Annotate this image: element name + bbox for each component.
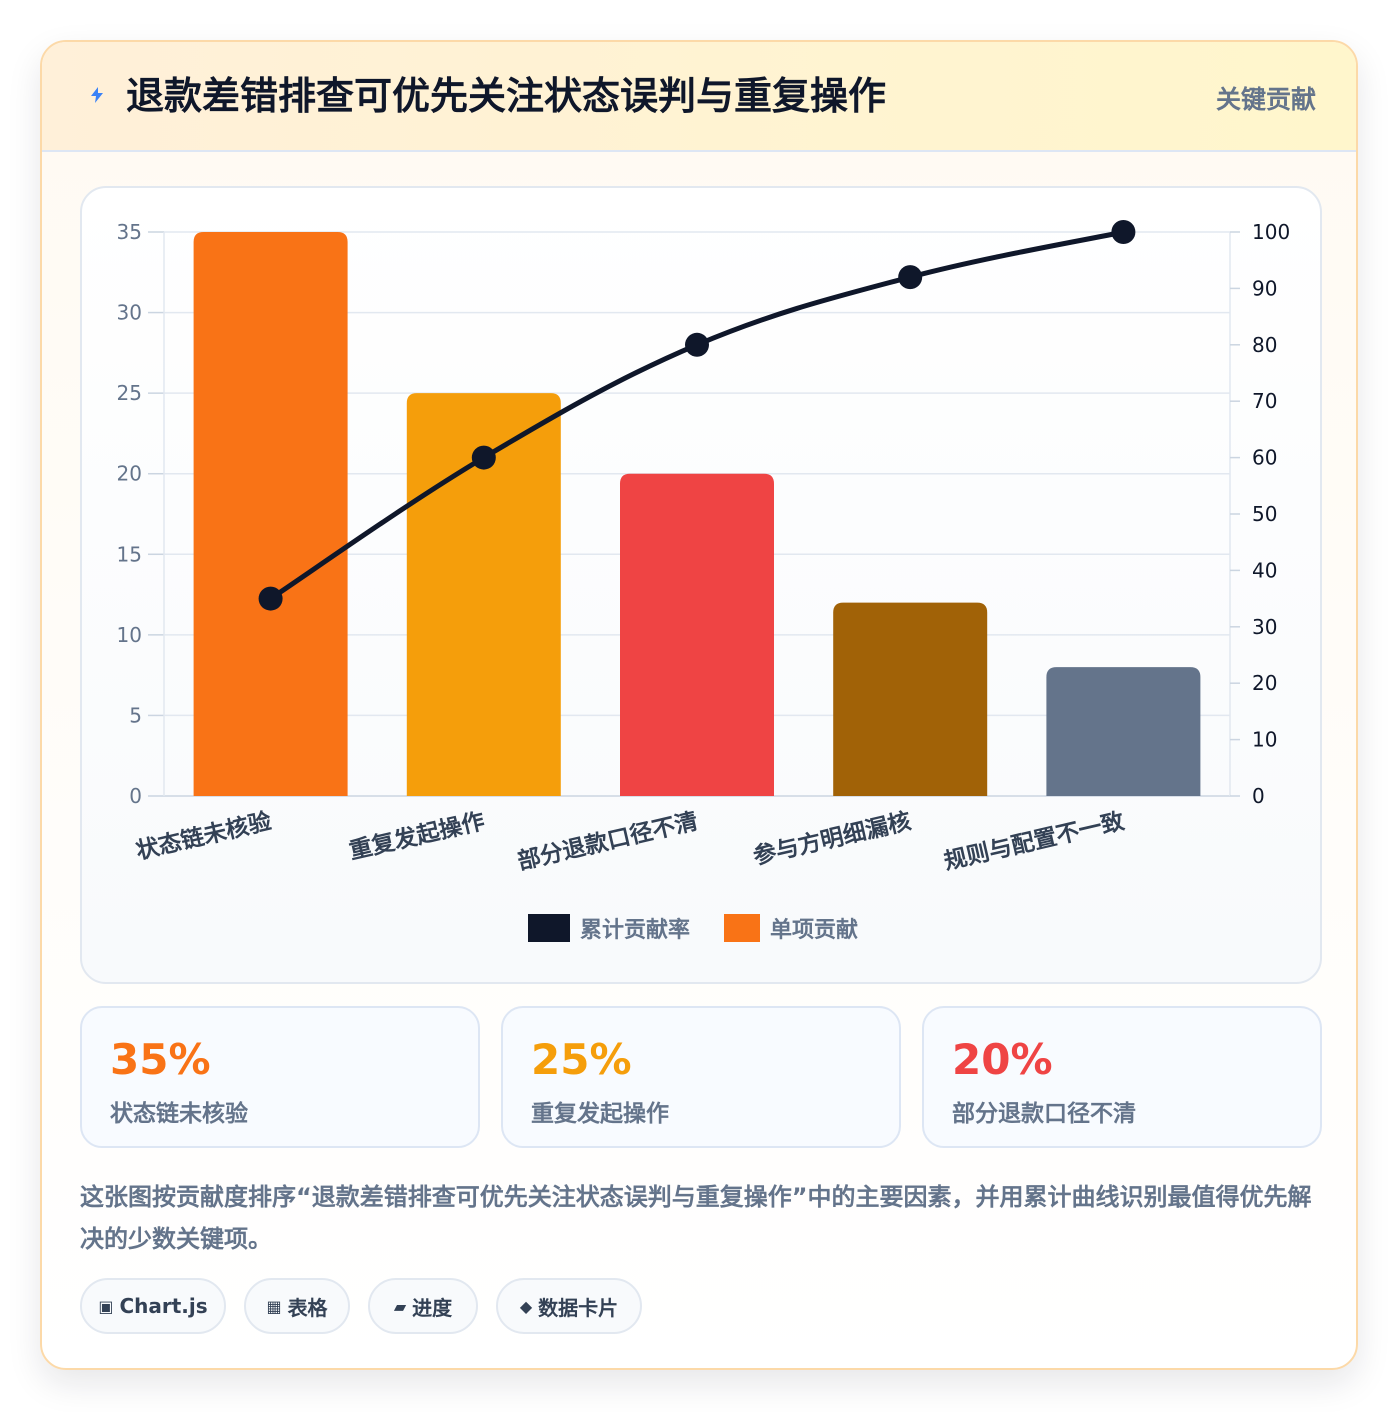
pareto-chart: 0 5 10 15 20 25 30 35 0 10 20 30 40 50 60 70 80 90 100 状态链未… — [117, 220, 1290, 943]
chip-icon: ▣ — [98, 1296, 114, 1316]
stat-cards: 35% 状态链未核验 25% 重复发起操作 20% 部分退款口径不清 — [80, 1006, 1322, 1148]
stat-label: 重复发起操作 — [531, 1101, 669, 1127]
right-tick-label: 50 — [1252, 502, 1277, 526]
chart-panel: 0 5 10 15 20 25 30 35 0 10 20 30 40 50 60 70 80 90 100 状态链未… — [80, 186, 1322, 984]
stat-card: 20% 部分退款口径不清 — [922, 1006, 1322, 1148]
left-tick-label: 5 — [129, 703, 142, 727]
tag-progress[interactable]: ▰ 进度 — [368, 1278, 478, 1334]
right-tick-label: 30 — [1252, 615, 1277, 639]
stat-value: 20% — [952, 1035, 1053, 1084]
lightning-icon — [84, 82, 110, 108]
left-tick-label: 20 — [117, 462, 142, 486]
stat-label: 状态链未核验 — [110, 1101, 248, 1127]
right-tick-label: 70 — [1252, 389, 1277, 413]
cumulative-point — [898, 265, 923, 290]
table-icon: ▦ — [266, 1296, 282, 1316]
tag-table[interactable]: ▦ 表格 — [244, 1278, 350, 1334]
progress-icon: ▰ — [393, 1296, 407, 1316]
left-tick-label: 25 — [117, 381, 142, 405]
right-tick-label: 100 — [1252, 220, 1290, 244]
cumulative-point — [685, 332, 709, 357]
right-tick-label: 10 — [1252, 728, 1277, 752]
right-tick-label: 80 — [1252, 333, 1277, 357]
cumulative-point — [1111, 220, 1136, 244]
legend-swatch — [724, 914, 760, 942]
x-tick-label: 部分退款口径不清 — [515, 808, 700, 876]
left-tick-label: 30 — [117, 301, 142, 325]
x-tick-label: 状态链未核验 — [133, 808, 274, 865]
bar — [193, 232, 348, 796]
tag-label: Chart.js — [119, 1294, 208, 1318]
stat-label: 部分退款口径不清 — [952, 1101, 1136, 1127]
right-tick-label: 40 — [1252, 558, 1277, 582]
right-tick-label: 90 — [1252, 276, 1277, 300]
left-tick-label: 0 — [129, 784, 142, 808]
right-tick-label: 0 — [1252, 784, 1265, 808]
tag-label: 表格 — [287, 1295, 328, 1320]
stat-card: 35% 状态链未核验 — [80, 1006, 480, 1148]
tag-label: 数据卡片 — [538, 1295, 619, 1320]
chart-card: 退款差错排查可优先关注状态误判与重复操作 关键贡献 0 5 10 15 20 25 30 35… — [40, 40, 1358, 1370]
left-tick-label: 10 — [117, 623, 142, 647]
card-header: 退款差错排查可优先关注状态误判与重复操作 关键贡献 — [42, 42, 1356, 152]
x-tick-label: 重复发起操作 — [347, 808, 488, 865]
stat-card: 25% 重复发起操作 — [501, 1006, 901, 1148]
x-tick-label: 规则与配置不一致 — [941, 807, 1127, 875]
legend-label: 单项贡献 — [770, 917, 858, 943]
cumulative-point — [258, 586, 283, 611]
cumulative-point — [471, 445, 496, 470]
tag-label: 进度 — [412, 1295, 453, 1320]
right-tick-label: 20 — [1252, 671, 1277, 695]
left-tick-label: 35 — [117, 220, 142, 244]
bar — [620, 473, 774, 796]
bar — [1046, 667, 1201, 796]
chart-description: 这张图按贡献度排序“退款差错排查可优先关注状态误判与重复操作”中的主要因素，并用… — [80, 1183, 1312, 1253]
page-title: 退款差错排查可优先关注状态误判与重复操作 — [126, 74, 887, 118]
right-tick-label: 60 — [1252, 446, 1277, 470]
header-tag: 关键贡献 — [1215, 85, 1316, 114]
x-tick-label: 参与方明细漏核 — [751, 808, 914, 871]
stat-value: 25% — [531, 1035, 632, 1084]
stat-value: 35% — [110, 1035, 211, 1084]
legend-swatch — [528, 914, 570, 942]
tag-data-cards[interactable]: ◆ 数据卡片 — [496, 1278, 642, 1334]
bar — [833, 602, 988, 796]
legend-label: 累计贡献率 — [580, 917, 690, 943]
left-tick-label: 15 — [117, 542, 142, 566]
diamond-icon: ◆ — [519, 1296, 533, 1316]
tag-chartjs[interactable]: ▣ Chart.js — [80, 1278, 226, 1334]
bar — [406, 393, 561, 796]
